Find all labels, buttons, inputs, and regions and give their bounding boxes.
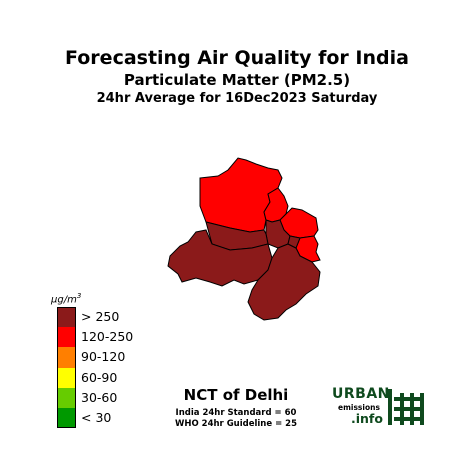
legend-unit-base: μg/m — [51, 294, 77, 306]
legend-swatch — [57, 407, 76, 429]
legend-swatch — [57, 307, 76, 328]
india-standard: India 24hr Standard = 60 — [175, 408, 297, 418]
legend-label: > 250 — [81, 309, 120, 324]
urbanemissions-logo: URBAN emissions .info — [330, 386, 430, 430]
subtitle-date: 24hr Average for 16Dec2023 Saturday — [96, 91, 378, 106]
legend-unit: μg/m3 — [51, 292, 81, 305]
legend-label: 120-250 — [81, 329, 134, 345]
main-title: Forecasting Air Quality for India — [65, 47, 409, 69]
logo-info-text: .info — [351, 411, 383, 426]
title-block: Forecasting Air Quality for India Partic… — [0, 46, 474, 108]
logo-urban-text: URBAN — [332, 386, 390, 402]
standards-note: India 24hr Standard = 60 WHO 24hr Guidel… — [156, 408, 316, 430]
logo-emissions-text: emissions — [338, 403, 380, 412]
hash-grid-icon — [388, 389, 424, 425]
district-south — [247, 243, 321, 321]
legend-label: 90-120 — [81, 349, 126, 365]
region-name: NCT of Delhi — [183, 386, 289, 404]
legend-unit-exp: 3 — [76, 292, 82, 300]
legend-label: < 30 — [81, 409, 112, 425]
legend-label: 30-60 — [81, 389, 118, 405]
legend-swatch — [57, 347, 76, 368]
legend-label: 60-90 — [81, 369, 118, 385]
subtitle-pollutant: Particulate Matter (PM2.5) — [123, 71, 351, 89]
legend-swatch — [57, 367, 76, 388]
district-west — [167, 229, 273, 287]
district-south-east — [287, 235, 301, 249]
who-guideline: WHO 24hr Guideline = 25 — [174, 419, 297, 429]
legend-frame — [57, 307, 76, 428]
legend-swatch — [57, 327, 76, 348]
delhi-district-map — [167, 157, 321, 321]
legend-swatch — [57, 387, 76, 408]
